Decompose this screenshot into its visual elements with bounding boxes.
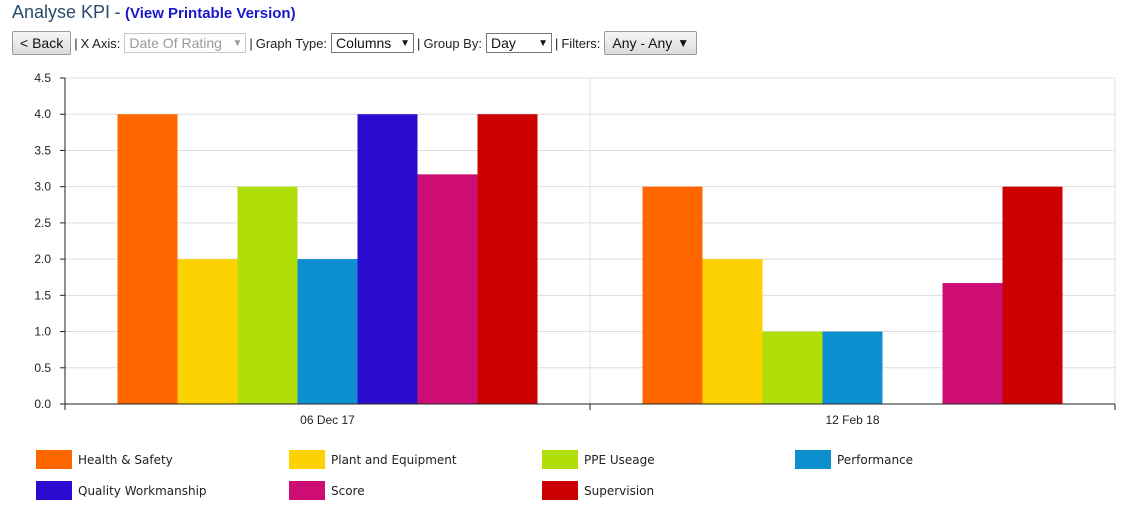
- graph-type-select-value: Columns: [336, 35, 392, 51]
- bar-ppe-useage-1[interactable]: [762, 331, 823, 404]
- title-separator: -: [114, 2, 121, 22]
- filters-button-label: Any - Any: [612, 35, 673, 51]
- bar-health-safety-0[interactable]: [117, 114, 178, 404]
- bar-health-safety-1[interactable]: [642, 186, 703, 404]
- y-tick-label: 4.0: [34, 107, 51, 121]
- chevron-down-icon: ▼: [538, 37, 548, 49]
- y-tick-label: 1.0: [34, 325, 51, 339]
- y-tick-label: 0.0: [34, 397, 51, 411]
- legend-label[interactable]: Performance: [837, 453, 913, 467]
- filters-label: Filters:: [561, 35, 601, 51]
- group-by-select-value: Day: [490, 35, 516, 51]
- legend-swatch[interactable]: [289, 481, 325, 500]
- y-tick-label: 3.0: [34, 180, 51, 194]
- toolbar-separator: |: [417, 35, 421, 51]
- bar-quality-workmanship-0[interactable]: [357, 114, 418, 404]
- bar-performance-1[interactable]: [822, 331, 883, 404]
- legend-label[interactable]: Health & Safety: [78, 453, 173, 467]
- x-axis-select: Date Of Rating ▼: [124, 33, 247, 53]
- toolbar-separator: |: [74, 35, 78, 51]
- chart-toolbar: < Back | X Axis: Date Of Rating ▼ | Grap…: [12, 30, 698, 56]
- view-printable-version-link[interactable]: (View Printable Version): [124, 5, 296, 22]
- x-tick-label: 06 Dec 17: [300, 413, 355, 427]
- toolbar-separator: |: [554, 35, 559, 51]
- x-axis-select-value: Date Of Rating: [129, 35, 222, 51]
- legend-swatch[interactable]: [795, 450, 831, 469]
- legend-label[interactable]: Plant and Equipment: [331, 453, 457, 467]
- y-tick-label: 2.5: [34, 216, 51, 230]
- bar-ppe-useage-0[interactable]: [237, 186, 298, 404]
- y-tick-label: 1.5: [34, 288, 51, 302]
- legend-label[interactable]: Supervision: [584, 484, 654, 498]
- page-title: Analyse KPI: [12, 2, 111, 22]
- caret-down-icon: ▼: [677, 36, 690, 50]
- bar-supervision-1[interactable]: [1002, 186, 1063, 404]
- legend-swatch[interactable]: [36, 481, 72, 500]
- chevron-down-icon: ▼: [400, 37, 411, 49]
- kpi-column-chart: 0.0 0.5 1.0 1.5 2.0 2.5 3.0 3.5 4.0 4.5 06 Dec 17 1…: [34, 71, 1116, 500]
- group-by-label: Group By:: [423, 35, 482, 51]
- x-axis-label: X Axis:: [80, 35, 121, 51]
- y-tick-label: 2.0: [34, 252, 51, 266]
- bar-score-0[interactable]: [417, 174, 478, 404]
- x-tick-label: 12 Feb 18: [825, 413, 879, 427]
- legend-swatch[interactable]: [542, 450, 578, 469]
- legend-label[interactable]: Quality Workmanship: [78, 484, 207, 498]
- legend-swatch[interactable]: [36, 450, 72, 469]
- bar-plant-and-equipment-0[interactable]: [177, 259, 238, 404]
- toolbar-separator: |: [249, 35, 253, 51]
- bar-plant-and-equipment-1[interactable]: [702, 259, 763, 404]
- bar-score-1[interactable]: [942, 283, 1003, 404]
- y-tick-label: 3.5: [34, 143, 51, 157]
- legend-swatch[interactable]: [542, 481, 578, 500]
- legend-label[interactable]: Score: [331, 484, 365, 498]
- legend-swatch[interactable]: [289, 450, 325, 469]
- page-header: Analyse KPI - (View Printable Version): [12, 2, 296, 26]
- y-tick-label: 0.5: [34, 361, 51, 375]
- graph-type-label: Graph Type:: [255, 35, 328, 51]
- filters-button[interactable]: Any - Any ▼: [604, 31, 698, 55]
- legend-label[interactable]: PPE Useage: [584, 453, 655, 467]
- bar-supervision-0[interactable]: [477, 114, 538, 404]
- bar-performance-0[interactable]: [297, 259, 358, 404]
- group-by-select[interactable]: Day ▼: [485, 33, 552, 53]
- y-tick-label: 4.5: [34, 71, 51, 85]
- back-button[interactable]: < Back: [12, 31, 72, 55]
- chevron-down-icon: ▼: [232, 37, 243, 49]
- graph-type-select[interactable]: Columns ▼: [331, 33, 415, 53]
